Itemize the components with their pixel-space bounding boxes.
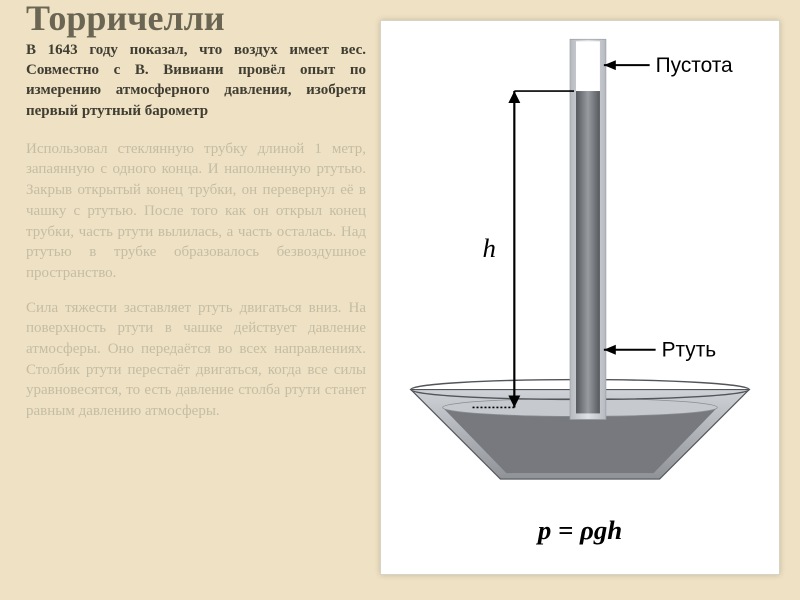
paragraph-1: Использовал стеклянную трубку длиной 1 м… <box>26 139 366 284</box>
svg-text:h: h <box>482 233 495 263</box>
svg-text:p = ρgh: p = ρgh <box>536 515 622 545</box>
barometer-diagram: h Пустота Ртуть p = ρgh <box>380 20 780 575</box>
intro-paragraph: В 1643 году показал, что воздух имеет ве… <box>26 40 366 121</box>
svg-text:Ртуть: Ртуть <box>662 339 717 362</box>
slide: Торричелли В 1643 году показал, что возд… <box>0 0 800 600</box>
paragraph-2: Сила тяжести заставляет ртуть двигаться … <box>26 298 366 422</box>
text-column: Торричелли В 1643 году показал, что возд… <box>26 0 366 436</box>
title: Торричелли <box>26 0 366 38</box>
barometer-svg: h Пустота Ртуть p = ρgh <box>381 21 779 574</box>
svg-text:Пустота: Пустота <box>656 54 733 77</box>
